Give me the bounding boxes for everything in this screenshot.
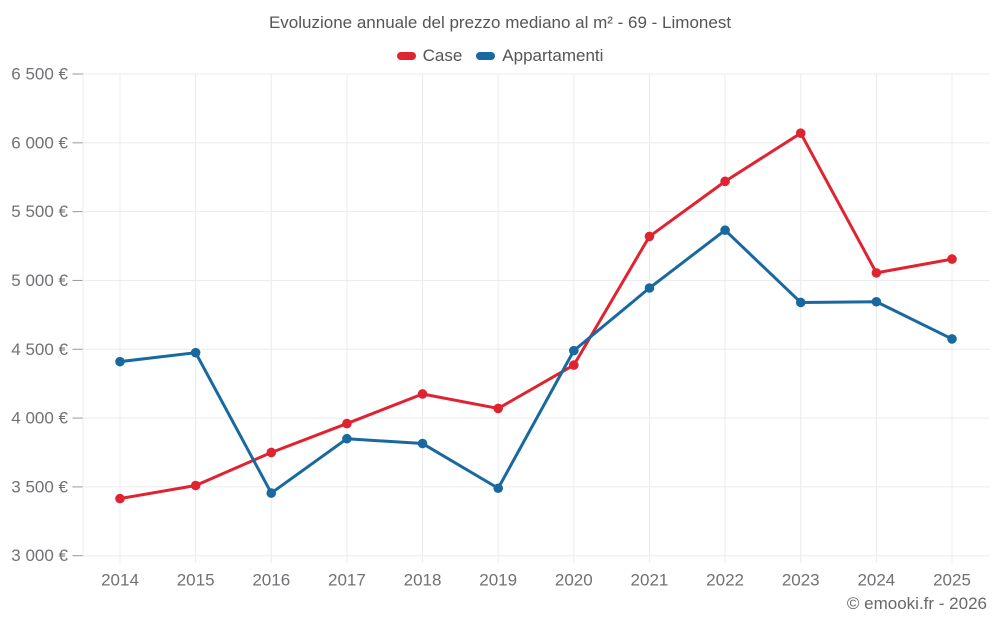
series-point-case-2023: [795, 128, 806, 138]
series-point-appartamenti-2025: [947, 334, 957, 344]
series-line-appartamenti: [118, 228, 954, 495]
x-axis-label: 2022: [706, 571, 744, 590]
x-axis-label: 2016: [252, 571, 290, 590]
series-point-appartamenti-2021: [644, 283, 655, 293]
series-point-appartamenti-2020: [569, 345, 579, 356]
appartamenti-series-swatch-icon: [476, 52, 496, 60]
series-point-appartamenti-2016: [266, 488, 277, 498]
x-axis-label: 2015: [177, 571, 215, 590]
y-axis-label: 5 000 €: [11, 271, 68, 290]
series-point-case-2017: [342, 418, 352, 429]
legend-item-appartamenti[interactable]: Appartamenti: [476, 46, 603, 66]
legend-item-case-label: Case: [422, 46, 463, 65]
x-axis-label: 2020: [555, 571, 593, 590]
series-point-appartamenti-2024: [871, 296, 882, 307]
series-point-appartamenti-2023: [795, 297, 806, 308]
x-axis-label: 2021: [631, 571, 669, 590]
chart-title: Evoluzione annuale del prezzo mediano al…: [268, 13, 732, 32]
x-axis-label: 2023: [782, 571, 820, 590]
x-axis-label: 2025: [933, 571, 971, 590]
series-point-case-2014: [115, 493, 125, 504]
legend-item-appartamenti-label: Appartamenti: [502, 46, 604, 65]
y-axis-label: 4 500 €: [11, 340, 68, 359]
case-series-swatch-icon: [396, 52, 416, 60]
credits-link[interactable]: © emooki.fr - 2026: [846, 594, 987, 613]
series-point-case-2020: [569, 360, 579, 370]
series-point-case-2025: [947, 254, 957, 264]
x-axis-label: 2014: [101, 571, 139, 590]
series-point-case-2022: [720, 176, 730, 187]
chart-legend: Case Appartamenti: [0, 45, 1000, 67]
x-axis-label: 2024: [857, 571, 895, 590]
series-point-appartamenti-2019: [493, 483, 503, 494]
series-point-case-2024: [871, 268, 882, 278]
series-point-case-2018: [417, 389, 428, 399]
series-point-appartamenti-2014: [115, 356, 125, 367]
series-point-appartamenti-2022: [720, 225, 730, 236]
y-axis-label: 6 500 €: [11, 65, 68, 84]
legend-item-case[interactable]: Case: [396, 46, 463, 66]
x-axis-label: 2018: [404, 571, 442, 590]
y-axis-label: 6 000 €: [11, 133, 68, 152]
y-axis-label: 5 500 €: [11, 202, 68, 221]
series-point-case-2021: [644, 231, 655, 242]
series-point-appartamenti-2015: [190, 347, 201, 358]
series-point-case-2019: [493, 403, 503, 414]
x-axis-label: 2017: [328, 571, 366, 590]
y-axis-label: 3 000 €: [11, 546, 68, 565]
series-point-case-2016: [266, 447, 277, 458]
series-point-case-2015: [190, 480, 201, 491]
series-point-appartamenti-2017: [342, 433, 352, 444]
series-line-case: [118, 131, 954, 501]
y-axis-label: 4 000 €: [11, 409, 68, 428]
x-axis-label: 2019: [479, 571, 517, 590]
series-point-appartamenti-2018: [417, 438, 428, 449]
y-axis-label: 3 500 €: [11, 477, 68, 496]
